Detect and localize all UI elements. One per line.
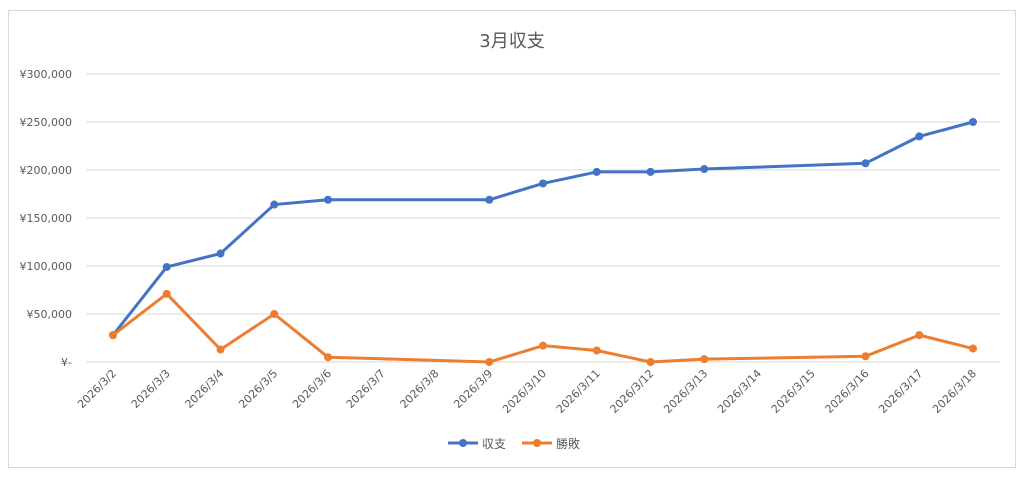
legend-label: 収支: [482, 437, 506, 451]
data-point: [270, 200, 279, 209]
y-tick-label: ¥200,000: [20, 164, 73, 177]
data-point: [915, 331, 924, 340]
legend-item: 収支: [448, 437, 506, 451]
y-axis-labels: ¥- ¥50,000 ¥100,000 ¥150,000 ¥200,000 ¥250,00…: [20, 68, 73, 369]
data-point: [969, 344, 977, 353]
y-tick-label: ¥-: [61, 356, 72, 369]
x-tick-label: 2026/3/9: [451, 367, 495, 411]
x-tick-label: 2026/3/15: [769, 367, 818, 416]
data-point: [216, 249, 225, 258]
x-tick-label: 2026/3/7: [344, 367, 388, 411]
y-tick-label: ¥50,000: [27, 308, 73, 321]
x-tick-label: 2026/3/16: [823, 367, 872, 416]
data-point: [700, 165, 709, 174]
data-point: [485, 358, 494, 366]
x-tick-label: 2026/3/17: [876, 367, 925, 416]
data-point: [700, 355, 709, 364]
x-tick-label: 2026/3/6: [290, 367, 334, 411]
legend: 収支 勝敗: [448, 436, 580, 451]
x-tick-label: 2026/3/14: [715, 367, 764, 416]
series-2: [109, 289, 977, 366]
series-line: [112, 292, 974, 364]
series-lines: [109, 118, 977, 366]
data-point: [646, 167, 655, 176]
data-point: [324, 353, 332, 362]
data-point: [109, 331, 117, 340]
data-point: [324, 195, 332, 204]
data-point: [969, 118, 977, 126]
x-tick-label: 2026/3/5: [236, 367, 280, 411]
series-1: [109, 118, 977, 340]
x-tick-label: 2026/3/13: [661, 367, 710, 416]
legend-item: 勝敗: [522, 436, 580, 451]
gridlines: [86, 73, 1000, 363]
series-line: [111, 120, 974, 337]
x-tick-label: 2026/3/18: [930, 367, 979, 416]
legend-marker: [459, 439, 467, 447]
chart-area: [8, 10, 1016, 468]
data-point: [162, 262, 171, 271]
data-point: [646, 358, 655, 366]
x-tick-label: 2026/3/2: [75, 367, 119, 411]
x-tick-label: 2026/3/4: [182, 367, 226, 411]
data-point: [861, 159, 870, 168]
data-point: [592, 346, 601, 355]
x-tick-label: 2026/3/10: [500, 367, 549, 416]
x-tick-label: 2026/3/12: [608, 367, 657, 416]
x-tick-label: 2026/3/11: [554, 367, 603, 416]
x-tick-label: 2026/3/8: [397, 367, 441, 411]
data-point: [592, 167, 601, 176]
data-point: [539, 341, 547, 350]
y-tick-label: ¥300,000: [20, 68, 73, 81]
legend-marker: [533, 439, 541, 447]
y-tick-label: ¥150,000: [20, 212, 73, 225]
data-point: [162, 289, 171, 298]
data-point: [270, 310, 279, 318]
data-point: [915, 132, 924, 141]
y-tick-label: ¥250,000: [20, 116, 73, 129]
x-axis-labels: 2026/3/2 2026/3/3 2026/3/4 2026/3/5 2026/3/6…: [75, 367, 979, 416]
data-point: [485, 195, 494, 204]
x-tick-label: 2026/3/3: [129, 367, 173, 411]
legend-label: 勝敗: [556, 436, 580, 451]
data-point: [539, 179, 547, 188]
data-point: [861, 352, 870, 361]
data-point: [216, 345, 225, 354]
chart-title: 3月収支: [479, 31, 544, 52]
y-tick-label: ¥100,000: [20, 260, 73, 273]
